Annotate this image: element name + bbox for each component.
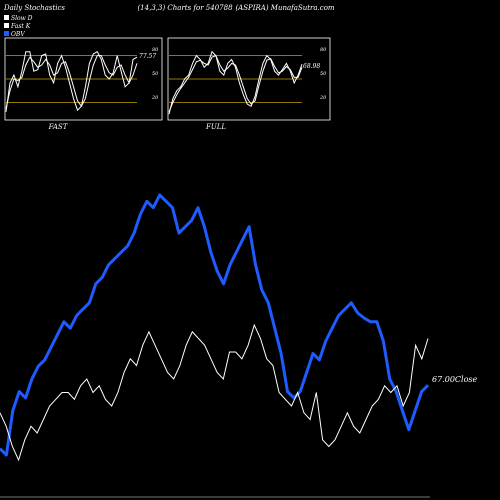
legend-swatch-obv <box>4 31 9 36</box>
fast-panel-title: FAST <box>48 123 69 131</box>
fast-tick-20: 20 <box>151 95 159 101</box>
obv-line <box>0 193 430 457</box>
full-slow-d-line <box>168 54 303 112</box>
full-fast-k-line <box>168 50 303 115</box>
legend-label-slow-d: Slow D <box>11 15 33 22</box>
fast-tick-80: 80 <box>152 47 159 53</box>
fast-fast-k-line <box>5 51 138 112</box>
header-right: (ASPIRA) MunafaSutra.com <box>235 4 334 12</box>
full-tick-80: 80 <box>320 47 327 53</box>
legend-label-obv: OBV <box>11 31 25 38</box>
legend-swatch-slow-d <box>4 15 9 20</box>
fast-slow-d-line <box>5 55 138 109</box>
main-panel: 67.00Close <box>0 193 478 498</box>
full-tick-50: 50 <box>320 71 327 77</box>
header-left: Daily Stochastics <box>3 4 65 12</box>
legend-swatch-fast-k <box>4 23 9 28</box>
close-label: 67.00Close <box>432 375 478 384</box>
legend: Slow D Fast K OBV <box>4 15 33 38</box>
legend-label-fast-k: Fast K <box>10 23 31 30</box>
full-last-value: 68.98 <box>303 63 320 70</box>
price-line <box>0 323 429 462</box>
header-center: (14,3,3) Charts for 540788 <box>137 4 233 12</box>
full-tick-20: 20 <box>319 95 327 101</box>
fast-panel: 80 50 20 77.57 FAST <box>4 37 163 131</box>
full-panel: 80 50 20 68.98 FULL <box>167 37 331 131</box>
fast-tick-50: 50 <box>152 71 159 77</box>
fast-last-value: 77.57 <box>139 53 156 60</box>
full-panel-title: FULL <box>205 123 226 131</box>
